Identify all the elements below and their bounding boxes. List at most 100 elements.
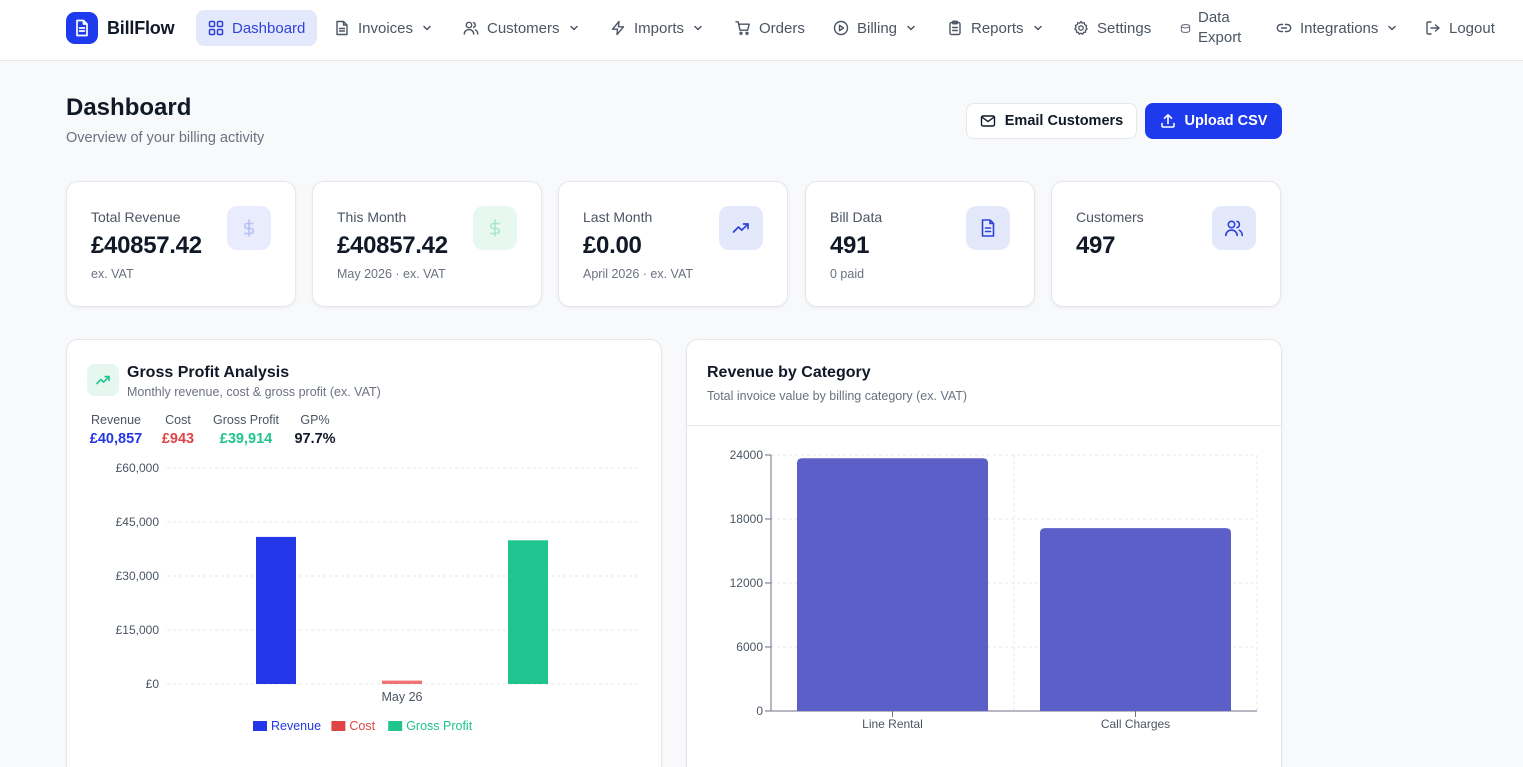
page-title: Dashboard [66,94,192,121]
x-tick-label: Line Rental [862,717,923,731]
metric-gross-profit: Gross Profit £39,914 [209,413,283,447]
brand[interactable]: BillFlow [66,11,175,45]
y-tick-label: 6000 [736,640,763,654]
gross-profit-subtitle: Monthly revenue, cost & gross profit (ex… [127,385,381,399]
upload-csv-label: Upload CSV [1184,113,1268,129]
upload-icon [1160,114,1175,128]
y-tick-label: 12000 [730,576,764,590]
legend-swatch [388,721,403,731]
mail-icon [980,115,995,127]
stat-value: £40857.42 [337,232,448,259]
dollar-icon [227,206,271,250]
metric-gp-percent: GP% 97.7% [293,413,337,447]
metric-value: £39,914 [219,431,273,447]
nav-invoices-label: Invoices [358,19,414,37]
legend-swatch [253,721,267,731]
logout-icon [1426,21,1440,35]
stat-label: Total Revenue [91,209,181,225]
y-tick-label: £60,000 [116,461,160,475]
revenue-category-chart: 0 6000 12000 18000 24000 Line Rental Call Char… [730,448,1258,731]
gross-profit-chart: £0 £15,000 £30,000 £45,000 £60,000 May 26 Reve… [116,461,639,733]
stat-value: £40857.42 [91,232,202,259]
lightning-icon [611,20,625,36]
nav-dashboard[interactable]: Dashboard [196,10,318,46]
stat-label: Bill Data [830,209,883,225]
metric-cost: Cost £943 [157,413,199,447]
stat-card-last-month: Last Month £0.00 April 2026 · ex. VAT [558,181,788,307]
nav-orders-label: Orders [759,19,805,37]
metric-label: Revenue [90,413,142,427]
metric-value: £943 [161,431,195,447]
file-text-icon [966,206,1010,250]
bar-call-charges [1040,528,1231,711]
clipboard-icon [949,20,961,36]
file-icon [336,20,348,36]
stat-note: ex. VAT [91,267,134,281]
users-icon [463,21,479,35]
nav-reports[interactable]: Reports [947,10,1044,46]
metric-value: 97.7% [294,431,336,447]
legend-label: Revenue [271,719,321,733]
stat-label: Last Month [583,209,653,225]
nav-data-export[interactable]: Data Export [1180,9,1242,46]
nav-data-export-line2: Export [1198,29,1242,46]
nav-orders[interactable]: Orders [735,10,805,46]
brand-logo-icon [66,12,98,44]
chevron-down-icon [1033,25,1042,31]
stat-value: £0.00 [583,232,642,259]
trending-up-icon [87,364,119,396]
gross-profit-panel: Gross Profit Analysis Monthly revenue, c… [66,339,662,767]
stat-label: This Month [337,209,407,225]
top-navigation-bar: BillFlow Dashboard Invoices Customers Im… [0,0,1523,61]
nav-customers-label: Customers [487,19,560,37]
metric-revenue: Revenue £40,857 [87,413,145,447]
upload-csv-button[interactable]: Upload CSV [1145,103,1282,139]
nav-billing[interactable]: Billing [833,10,917,46]
y-tick-label: £30,000 [116,569,160,583]
gross-profit-title: Gross Profit Analysis [127,364,290,381]
nav-data-export-line1: Data [1198,9,1230,26]
revenue-category-panel: Revenue by Category Total invoice value … [686,339,1282,767]
chevron-down-icon [907,25,915,31]
bar-revenue [256,536,296,684]
y-tick-label: 24000 [730,448,764,462]
chevron-down-icon [569,25,578,31]
nav-customers[interactable]: Customers [463,10,580,46]
users-icon [1212,206,1256,250]
shopping-cart-icon [735,21,750,36]
dashboard-grid-icon [208,20,224,36]
nav-billing-label: Billing [857,19,898,37]
legend-label: Gross Profit [406,719,473,733]
revenue-category-title: Revenue by Category [707,364,871,381]
stat-card-total-revenue: Total Revenue £40857.42 ex. VAT [66,181,296,307]
stat-note: April 2026 · ex. VAT [583,267,693,281]
x-tick-label: May 26 [382,690,423,704]
stat-value: 491 [830,232,870,259]
nav-invoices[interactable]: Invoices [334,10,433,46]
brand-name: BillFlow [107,17,175,38]
email-customers-label: Email Customers [1004,113,1124,129]
email-customers-button[interactable]: Email Customers [966,103,1137,139]
stat-card-bill-data: Bill Data 491 0 paid [805,181,1035,307]
nav-integrations-label: Integrations [1300,19,1379,37]
stat-note: 0 paid [830,267,865,281]
y-tick-label: £0 [146,677,160,691]
gear-icon [1074,20,1088,35]
nav-settings-label: Settings [1097,19,1152,37]
y-tick-label: £15,000 [116,623,160,637]
y-tick-label: 18000 [730,512,764,526]
nav-imports[interactable]: Imports [610,10,704,46]
nav-logout[interactable]: Logout [1425,10,1495,46]
stat-note: May 2026 · ex. VAT [337,267,446,281]
bar-cost [382,680,422,684]
nav-dashboard-label: Dashboard [232,19,306,37]
chevron-down-icon [694,25,702,31]
legend-label: Cost [349,719,375,733]
nav-settings[interactable]: Settings [1073,10,1151,46]
stat-label: Customers [1076,209,1144,225]
chevron-down-icon [423,25,431,31]
nav-integrations[interactable]: Integrations [1276,10,1398,46]
nav-reports-label: Reports [971,19,1024,37]
database-icon [1180,23,1191,33]
bar-line-rental [797,458,988,711]
